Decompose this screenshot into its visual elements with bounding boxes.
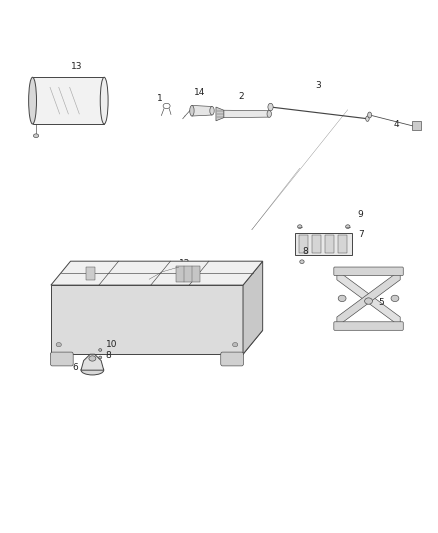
- Polygon shape: [325, 235, 334, 253]
- Ellipse shape: [233, 343, 238, 347]
- Polygon shape: [192, 106, 212, 116]
- Ellipse shape: [99, 349, 102, 351]
- Polygon shape: [176, 265, 200, 281]
- Text: 12: 12: [179, 260, 190, 269]
- Polygon shape: [338, 235, 347, 253]
- Polygon shape: [337, 270, 400, 327]
- Ellipse shape: [366, 116, 369, 122]
- Text: 8: 8: [303, 247, 309, 256]
- Ellipse shape: [190, 106, 194, 116]
- Ellipse shape: [364, 298, 372, 304]
- Polygon shape: [216, 107, 224, 121]
- Polygon shape: [51, 261, 263, 285]
- Polygon shape: [51, 330, 263, 354]
- Ellipse shape: [300, 260, 304, 264]
- Ellipse shape: [81, 366, 104, 375]
- Text: 7: 7: [358, 230, 364, 239]
- Polygon shape: [312, 235, 321, 253]
- Ellipse shape: [267, 110, 272, 117]
- Polygon shape: [224, 110, 268, 118]
- Ellipse shape: [56, 343, 61, 347]
- Ellipse shape: [33, 134, 39, 138]
- Polygon shape: [299, 235, 307, 253]
- Ellipse shape: [297, 225, 302, 229]
- FancyBboxPatch shape: [334, 267, 403, 276]
- Polygon shape: [51, 285, 243, 354]
- Text: 5: 5: [378, 298, 384, 308]
- Polygon shape: [295, 233, 352, 255]
- Ellipse shape: [338, 295, 346, 302]
- Ellipse shape: [268, 103, 273, 111]
- FancyBboxPatch shape: [221, 352, 244, 366]
- Ellipse shape: [99, 356, 102, 359]
- Polygon shape: [32, 77, 104, 124]
- Ellipse shape: [28, 77, 36, 124]
- Text: 4: 4: [394, 120, 399, 129]
- Text: 6: 6: [73, 362, 78, 372]
- Ellipse shape: [100, 77, 108, 124]
- Polygon shape: [412, 121, 421, 131]
- Text: 8: 8: [106, 351, 111, 360]
- Text: 10: 10: [106, 340, 117, 349]
- Ellipse shape: [210, 107, 214, 115]
- Polygon shape: [243, 261, 263, 354]
- Polygon shape: [337, 270, 400, 327]
- Ellipse shape: [391, 295, 399, 302]
- Ellipse shape: [367, 112, 371, 118]
- Text: 1: 1: [157, 94, 163, 103]
- FancyBboxPatch shape: [334, 322, 403, 330]
- Text: 9: 9: [358, 209, 364, 219]
- FancyBboxPatch shape: [50, 352, 73, 366]
- Ellipse shape: [346, 225, 350, 229]
- Text: 13: 13: [71, 62, 83, 71]
- Ellipse shape: [89, 356, 96, 361]
- Polygon shape: [81, 354, 104, 370]
- Text: 14: 14: [194, 88, 205, 98]
- Text: 2: 2: [238, 92, 244, 101]
- Polygon shape: [85, 267, 95, 280]
- Text: 3: 3: [316, 81, 321, 90]
